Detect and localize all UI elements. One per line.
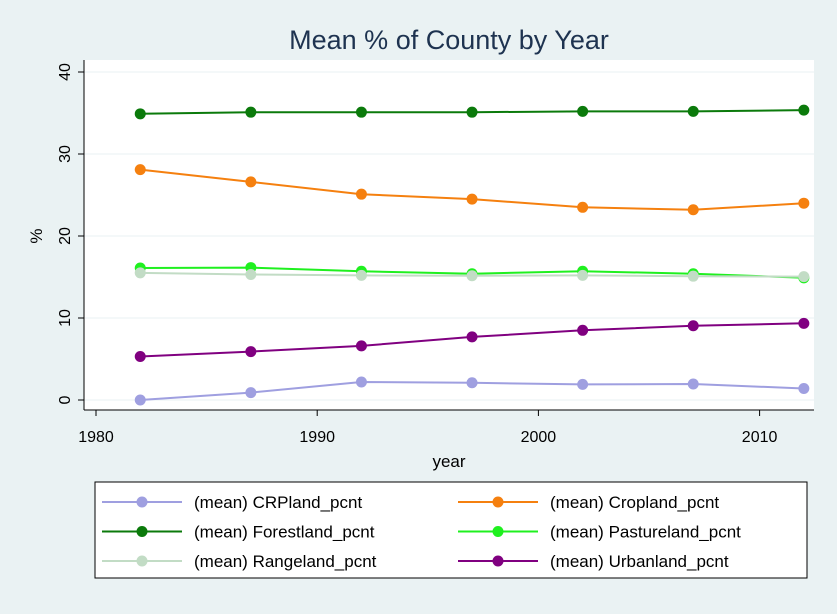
y-tick-label: 40 — [57, 63, 74, 81]
x-tick-label: 2000 — [521, 429, 557, 446]
gridlines — [84, 71, 814, 401]
data-point — [577, 105, 589, 117]
legend: (mean) CRPland_pcnt (mean) Cropland_pcnt (… — [102, 493, 741, 571]
legend-label: (mean) Forestland_pcnt — [194, 523, 375, 542]
data-point — [798, 197, 810, 209]
data-point — [687, 270, 699, 282]
data-point — [577, 269, 589, 281]
data-point — [798, 317, 810, 329]
data-point — [466, 377, 478, 389]
y-axis-label: % — [27, 228, 46, 243]
legend-item: (mean) Pastureland_pcnt — [458, 523, 741, 542]
series-0 — [134, 376, 810, 406]
data-point — [245, 176, 257, 188]
legend-marker — [492, 496, 504, 508]
legend-marker — [136, 496, 148, 508]
data-point — [355, 340, 367, 352]
legend-item: (mean) Urbanland_pcnt — [458, 552, 729, 571]
legend-label: (mean) Urbanland_pcnt — [550, 552, 729, 571]
legend-item: (mean) Cropland_pcnt — [458, 493, 719, 512]
y-tick-label: 0 — [57, 395, 74, 404]
series-5 — [134, 317, 810, 363]
data-point — [134, 351, 146, 363]
data-point — [577, 378, 589, 390]
plot-background — [84, 60, 814, 410]
series-1 — [134, 164, 810, 216]
legend-marker — [136, 526, 148, 537]
series-4 — [134, 267, 810, 283]
data-point — [245, 387, 257, 399]
data-point — [355, 106, 367, 118]
data-point — [134, 267, 146, 279]
data-point — [134, 394, 146, 406]
legend-item: (mean) Forestland_pcnt — [102, 523, 375, 542]
data-point — [687, 204, 699, 216]
data-point — [466, 106, 478, 118]
series-group — [134, 104, 810, 406]
data-point — [134, 164, 146, 176]
data-point — [245, 106, 257, 118]
legend-label: (mean) Pastureland_pcnt — [550, 523, 741, 542]
axis-ticks: 0 10 20 30 40 1980 1990 2000 2010 — [57, 63, 777, 446]
legend-label: (mean) Rangeland_pcnt — [194, 552, 377, 571]
legend-marker — [136, 555, 148, 567]
legend-box — [94, 481, 808, 579]
x-tick-label: 1980 — [78, 429, 114, 446]
data-point — [577, 201, 589, 213]
legend-label: (mean) CRPland_pcnt — [194, 493, 362, 512]
data-point — [466, 270, 478, 282]
data-point — [687, 105, 699, 117]
data-point — [577, 324, 589, 336]
y-tick-label: 10 — [57, 309, 74, 327]
legend-marker — [492, 526, 504, 537]
x-tick-label: 1990 — [299, 429, 335, 446]
data-point — [466, 193, 478, 205]
data-point — [245, 346, 257, 358]
series-2 — [134, 104, 810, 120]
x-tick-label: 2010 — [742, 429, 778, 446]
x-axis-label: year — [432, 452, 465, 471]
data-point — [355, 376, 367, 388]
data-point — [798, 383, 810, 395]
data-point — [687, 320, 699, 332]
legend-marker — [492, 555, 504, 567]
y-tick-label: 30 — [57, 145, 74, 163]
legend-item: (mean) Rangeland_pcnt — [102, 552, 377, 571]
data-point — [355, 188, 367, 200]
data-point — [798, 104, 810, 116]
legend-label: (mean) Cropland_pcnt — [550, 493, 719, 512]
legend-item: (mean) CRPland_pcnt — [102, 493, 362, 512]
data-point — [466, 331, 478, 343]
data-point — [687, 378, 699, 390]
chart-title: Mean % of County by Year — [289, 25, 609, 55]
data-point — [134, 108, 146, 120]
data-point — [798, 271, 810, 283]
y-tick-label: 20 — [57, 227, 74, 245]
data-point — [355, 269, 367, 281]
data-point — [245, 269, 257, 281]
